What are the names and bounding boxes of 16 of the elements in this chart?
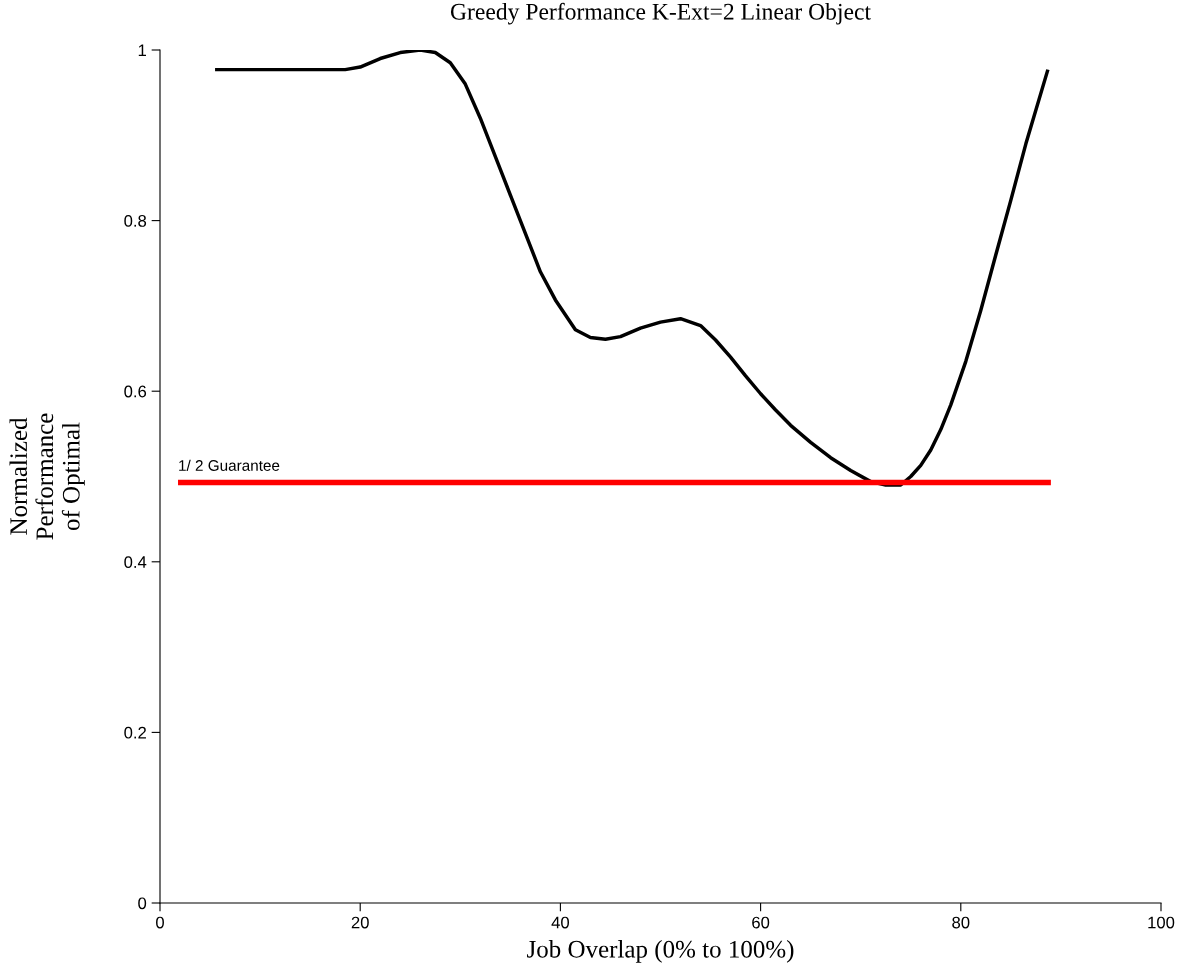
x-tick-label: 20 [351, 916, 369, 929]
x-tick-label: 40 [551, 916, 570, 929]
series-label: 1/ 2 Guarantee [179, 459, 280, 471]
y-axis-title: Normalized Performance of Optimal [9, 413, 85, 540]
x-tick-label: 80 [952, 916, 970, 929]
y-tick-label: 0.6 [124, 385, 147, 398]
x-tick-label: 60 [752, 916, 770, 929]
y-tick-label: 0.4 [124, 556, 147, 568]
x-tick-label: 0 [156, 916, 164, 929]
y-tick-label: 0.8 [124, 215, 147, 227]
y-tick-label: 1 [138, 44, 146, 57]
y-tick-label: 0.2 [124, 726, 146, 739]
x-tick-label: 100 [1148, 916, 1175, 929]
x-axis-title: Job Overlap (0% to 100%) [527, 940, 794, 963]
y-tick-label: 0 [138, 897, 147, 910]
chart-title: Greedy Performance K-Ext=2 Linear Object [450, 2, 871, 25]
